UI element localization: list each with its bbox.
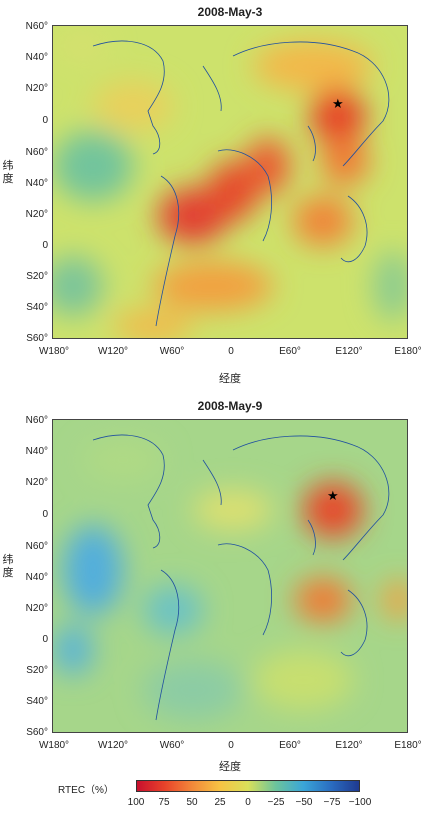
x-tick: W120° bbox=[97, 740, 129, 751]
y-tick: N40° bbox=[25, 572, 48, 583]
colorbar-tick: 100 bbox=[127, 797, 145, 808]
y-tick: N40° bbox=[25, 446, 48, 457]
x-tick: 0 bbox=[228, 346, 234, 357]
x-axis-label: 经度 bbox=[219, 761, 241, 773]
x-tick: E60° bbox=[279, 740, 301, 751]
y-tick: S40° bbox=[26, 696, 48, 707]
y-tick: N20° bbox=[25, 477, 48, 488]
x-tick: E180° bbox=[394, 740, 422, 751]
x-axis-label: 经度 bbox=[219, 373, 241, 385]
x-tick: E180° bbox=[394, 346, 422, 357]
x-tick: W180° bbox=[38, 346, 70, 357]
y-tick: N40° bbox=[25, 178, 48, 189]
rtec-map-2: ★ bbox=[53, 420, 407, 732]
y-tick: N20° bbox=[25, 209, 48, 220]
y-tick: 0 bbox=[42, 509, 48, 520]
y-tick: N60° bbox=[25, 147, 48, 158]
y-tick: N60° bbox=[25, 541, 48, 552]
y-tick: N20° bbox=[25, 603, 48, 614]
y-axis-label: 纬度 bbox=[2, 554, 14, 579]
x-tick: W120° bbox=[97, 346, 129, 357]
y-tick: 0 bbox=[42, 115, 48, 126]
x-tick: W60° bbox=[159, 346, 185, 357]
colorbar-tick: −75 bbox=[323, 797, 341, 808]
x-tick: E120° bbox=[335, 740, 363, 751]
y-tick: S40° bbox=[26, 302, 48, 313]
panel-title: 2008-May-3 bbox=[197, 5, 263, 19]
y-tick: S60° bbox=[26, 727, 48, 738]
y-tick: S60° bbox=[26, 333, 48, 344]
panel-title: 2008-May-9 bbox=[197, 399, 263, 413]
colorbar-tick: 0 bbox=[245, 797, 251, 808]
y-tick: N60° bbox=[25, 415, 48, 426]
x-tick: E120° bbox=[335, 346, 363, 357]
colorbar-tick: −25 bbox=[267, 797, 285, 808]
x-tick: E60° bbox=[279, 346, 301, 357]
colorbar-tick: −100 bbox=[348, 797, 372, 808]
colorbar-strip bbox=[136, 780, 360, 792]
y-tick: 0 bbox=[42, 240, 48, 251]
y-axis-label: 纬度 bbox=[2, 160, 14, 185]
y-tick: N60° bbox=[25, 21, 48, 32]
x-tick: W180° bbox=[38, 740, 70, 751]
x-tick: W60° bbox=[159, 740, 185, 751]
map-frame: ★ bbox=[52, 419, 408, 733]
star-marker: ★ bbox=[332, 97, 344, 112]
colorbar-label: RTEC（%） bbox=[58, 785, 114, 796]
y-tick: S20° bbox=[26, 271, 48, 282]
y-tick: S20° bbox=[26, 665, 48, 676]
rtec-map-1: ★ bbox=[53, 26, 407, 338]
colorbar-tick: 50 bbox=[186, 797, 198, 808]
y-tick: N20° bbox=[25, 83, 48, 94]
star-marker: ★ bbox=[327, 489, 339, 504]
colorbar-tick: −50 bbox=[295, 797, 313, 808]
x-tick: 0 bbox=[228, 740, 234, 751]
colorbar-tick: 25 bbox=[214, 797, 226, 808]
map-frame: ★ bbox=[52, 25, 408, 339]
y-tick: N40° bbox=[25, 52, 48, 63]
y-tick: 0 bbox=[42, 634, 48, 645]
colorbar-tick: 75 bbox=[158, 797, 170, 808]
